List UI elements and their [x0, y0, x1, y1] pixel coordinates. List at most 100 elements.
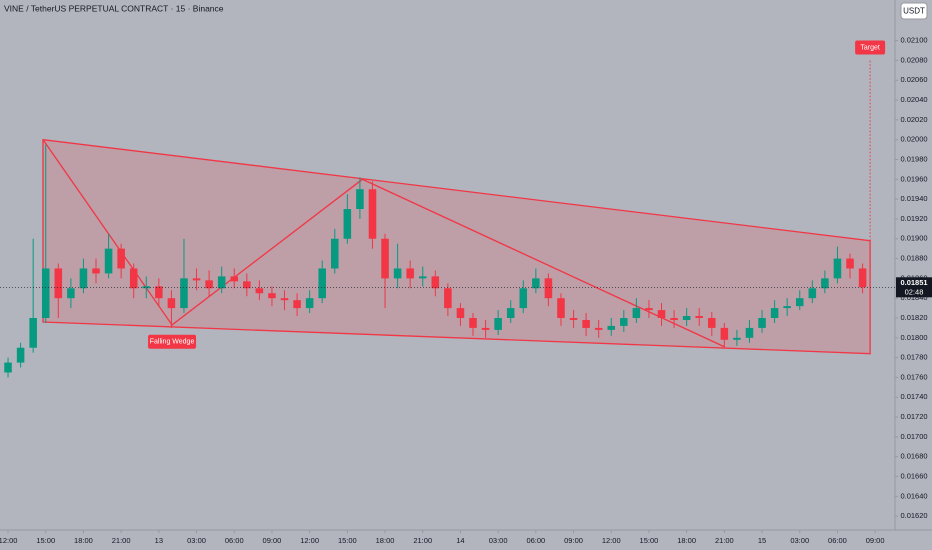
candle-body [180, 278, 188, 309]
x-tick-label: 03:00 [489, 536, 508, 545]
candle-body [720, 327, 729, 340]
y-tick-label: 0.02020 [900, 115, 927, 124]
x-tick-label: 03:00 [187, 536, 206, 545]
y-tick-label: 0.01800 [900, 333, 927, 342]
x-tick-label: 15 [758, 536, 766, 545]
y-tick-label: 0.01840 [900, 293, 927, 302]
wedge-area [42, 138, 871, 355]
candle-body [607, 325, 616, 330]
x-tick-label: 21:00 [413, 536, 432, 545]
x-tick-label: 14 [456, 536, 464, 545]
candle-body [243, 281, 251, 289]
candle-body [657, 310, 666, 318]
candle-body [594, 327, 603, 330]
y-tick-label: 0.01780 [900, 353, 927, 362]
candle-body [808, 288, 817, 299]
y-tick-label: 0.02080 [900, 55, 927, 64]
candle-body [268, 293, 276, 299]
pattern-label: Falling Wedge [150, 339, 195, 346]
x-tick-label: 03:00 [790, 536, 809, 545]
candle-body [632, 308, 641, 318]
y-tick-label: 0.01960 [900, 174, 927, 183]
y-tick-label: 0.01820 [900, 313, 927, 322]
x-tick-label: 21:00 [715, 536, 734, 545]
target-label: Target [860, 44, 880, 51]
candle-body [708, 318, 716, 328]
candle-body [92, 268, 100, 274]
x-tick-label: 18:00 [677, 536, 696, 545]
x-tick-label: 06:00 [225, 536, 244, 545]
x-tick-label: 15:00 [640, 536, 659, 545]
candle-body [846, 258, 854, 269]
candle-body [532, 278, 540, 289]
candle-body [41, 268, 50, 318]
pattern-box [148, 334, 197, 349]
candle-body [670, 318, 678, 320]
chart-title: VINE / TetherUS PERPETUAL CONTRACT · 15 … [4, 3, 224, 13]
candle-body [519, 288, 528, 309]
y-tick-label: 0.01920 [900, 214, 927, 223]
candle-body [745, 327, 754, 338]
y-tick-label: 0.01740 [900, 392, 927, 401]
y-tick-label: 0.01900 [900, 234, 927, 243]
currency-button[interactable] [900, 2, 928, 20]
candle-body [318, 268, 326, 299]
candle-body [494, 318, 502, 330]
x-tick-label: 12:00 [602, 536, 621, 545]
x-tick-label: 09:00 [263, 536, 282, 545]
x-tick-label: 09:00 [564, 536, 583, 545]
candle-body [569, 318, 578, 320]
price-tag [896, 277, 932, 298]
candle-body [645, 308, 653, 311]
candle-body [104, 248, 113, 274]
x-tick-label: 18:00 [376, 536, 395, 545]
candle-body [205, 280, 213, 289]
x-tick-label: 06:00 [828, 536, 847, 545]
candle-body [4, 362, 12, 373]
candle-body [16, 347, 25, 363]
candle-body [469, 318, 477, 328]
candle-body [305, 298, 314, 309]
candle-body [393, 268, 402, 279]
candle-body [343, 209, 352, 239]
candle-body [783, 306, 791, 309]
y-tick-label: 0.02060 [900, 75, 927, 84]
candle-body [770, 308, 779, 318]
candle-body [695, 316, 703, 318]
x-tick-label: 21:00 [112, 536, 131, 545]
candle-body [821, 278, 829, 289]
candle-body [733, 337, 741, 340]
candle-body [406, 268, 414, 279]
y-tick-label: 0.01700 [900, 432, 927, 441]
candle-body [431, 276, 440, 289]
candle-body [481, 327, 490, 330]
x-tick-label: 06:00 [526, 536, 545, 545]
price-tag-countdown: 02:48 [905, 287, 924, 296]
candle-body [758, 318, 766, 328]
x-tick-label: 12:00 [300, 536, 319, 545]
candle-body [79, 268, 88, 289]
candle-body [682, 316, 691, 320]
candle-body [356, 189, 364, 210]
zigzag-line [42, 139, 725, 348]
candle-body [444, 288, 452, 309]
candle-body [293, 300, 301, 309]
candle-body [142, 286, 151, 289]
y-tick-label: 0.01880 [900, 254, 927, 263]
candle-body [858, 268, 867, 288]
x-tick-label: 15:00 [338, 536, 357, 545]
x-tick-label: 13 [155, 536, 163, 545]
price-tag-value: 0.01851 [900, 278, 927, 287]
candle-body [557, 298, 565, 318]
candle-body [167, 298, 176, 309]
candle-body [833, 258, 842, 279]
y-tick-label: 0.01620 [900, 511, 927, 520]
x-tick-label: 12:00 [0, 536, 17, 545]
y-tick-label: 0.01680 [900, 452, 927, 461]
candle-body [418, 276, 427, 279]
currency-label[interactable]: USDT [903, 7, 925, 16]
candle-body [381, 238, 389, 279]
y-tick-label: 0.01940 [900, 194, 927, 203]
candle-body [456, 308, 465, 318]
